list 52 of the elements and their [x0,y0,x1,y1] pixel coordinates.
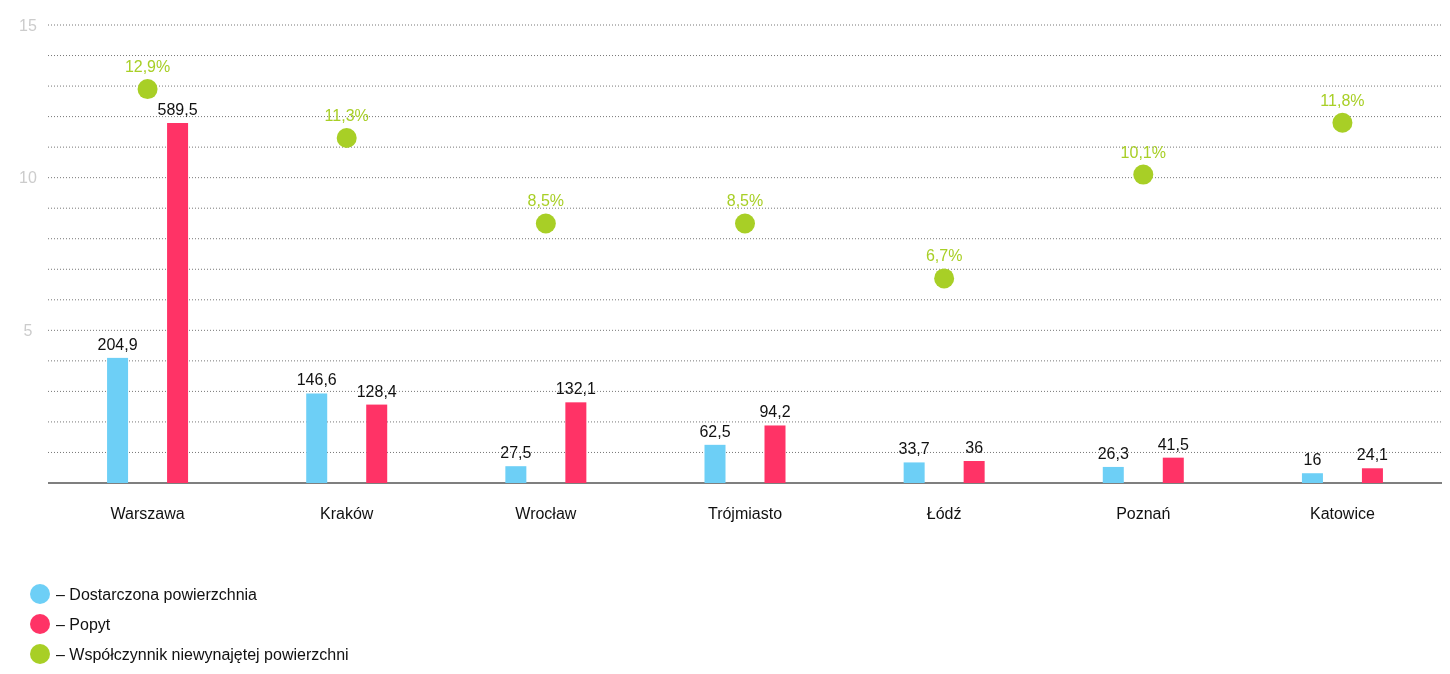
x-tick-label: Katowice [1309,505,1375,522]
bar [306,393,328,483]
data-label: 8,5% [527,192,565,210]
bar [704,444,726,483]
data-label: 27,5 [500,444,532,462]
bar [963,461,985,483]
data-label: 62,5 [699,422,731,440]
data-label: 33,7 [898,440,930,458]
point [934,268,955,289]
data-label: 146,6 [296,371,337,389]
point [137,79,158,100]
bar [366,404,388,483]
point [336,127,357,148]
x-tick-label: Wrocław [515,505,577,522]
data-label: 589,5 [157,101,198,119]
data-label: 132,1 [555,380,596,398]
legend-label: – Współczynnik niewynajętej powierzchni [56,645,349,663]
data-label: 11,3% [324,106,369,124]
x-tick-label: Trójmiasto [707,505,783,522]
data-label: 16 [1303,451,1322,469]
data-label: 24,1 [1356,446,1389,464]
bar [903,462,925,483]
data-label: 10,1% [1120,143,1166,161]
bar [764,425,786,483]
data-label: 8,5% [726,192,764,210]
data-label: 12,9% [124,58,171,76]
data-label: 11,8% [1320,91,1365,109]
bar [1102,466,1124,483]
bar [1301,473,1323,483]
bar [167,123,189,483]
bar [565,402,587,483]
x-tick-label: Poznań [1116,505,1171,522]
bar [505,466,527,483]
point [735,213,755,234]
bar [1162,457,1184,483]
data-label: 41,5 [1157,435,1189,453]
data-label: 94,2 [759,403,791,421]
x-tick-label: Kraków [320,505,374,522]
legend-label: – Dostarczona powierzchnia [56,585,258,603]
point [1133,164,1154,185]
point [535,213,556,234]
bar [1361,468,1383,483]
data-label: 36 [965,439,984,457]
bar [107,357,129,483]
legend-label: – Popyt [56,615,111,633]
data-label: 26,3 [1097,444,1129,462]
x-tick-label: Łódź [926,505,962,522]
data-label: 128,4 [356,382,397,400]
data-label: 6,7% [925,247,963,265]
data-label: 204,9 [97,335,138,353]
x-tick-label: Warszawa [110,505,185,522]
point [1332,112,1353,133]
